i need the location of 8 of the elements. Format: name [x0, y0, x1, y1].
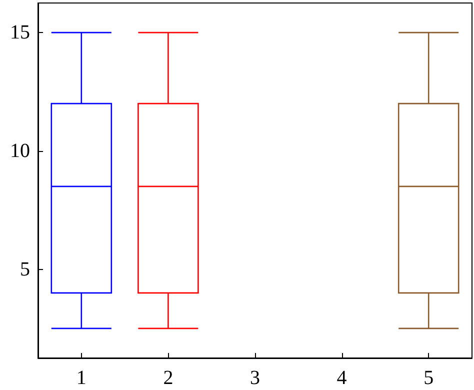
- y-tick-label: 15: [10, 22, 30, 44]
- x-tick-label: 5: [424, 367, 434, 389]
- y-tick-label: 10: [10, 140, 30, 162]
- x-tick-label: 2: [163, 367, 174, 389]
- x-tick-label: 4: [336, 367, 347, 389]
- x-tick-label: 1: [76, 367, 86, 389]
- y-tick-label: 5: [20, 258, 30, 280]
- x-tick-label: 3: [250, 367, 260, 389]
